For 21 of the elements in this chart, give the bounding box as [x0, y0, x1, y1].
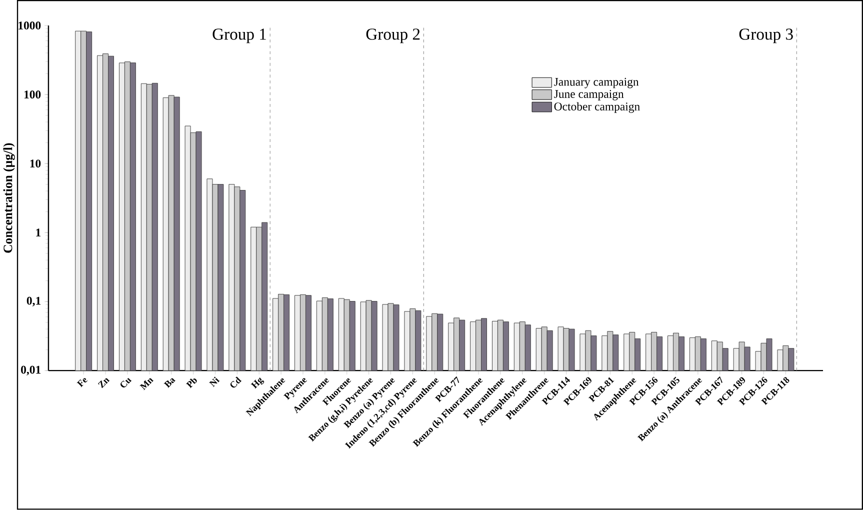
x-tick-label: Cd	[230, 376, 242, 388]
y-tick-label: 0,1	[26, 296, 40, 306]
legend-label: January campaign	[554, 78, 639, 88]
x-tick-label: Fe	[76, 378, 88, 388]
y-tick-label: 10	[30, 160, 41, 168]
legend-label: October campaign	[554, 102, 640, 113]
y-tick-label: 1	[36, 228, 40, 237]
y-tick-label: 1000	[18, 22, 41, 30]
annotation: Group 3	[739, 28, 793, 44]
x-tick-label: Ni	[209, 376, 220, 388]
annotation: Group 2	[366, 28, 420, 44]
x-tick-label: Pb	[186, 378, 197, 388]
x-tick-label: Ba	[164, 378, 176, 388]
annotation: Group 1	[212, 28, 266, 44]
x-tick-label: Cu	[120, 378, 132, 388]
y-tick-label: 0,01	[21, 366, 40, 376]
y-tick-label: 100	[24, 90, 41, 99]
legend-label: June campaign	[554, 90, 624, 100]
x-tick-label: Zn	[98, 378, 110, 388]
y-axis-title: Concentration (µg/l)	[3, 143, 15, 253]
x-tick-label: Mn	[140, 378, 154, 390]
